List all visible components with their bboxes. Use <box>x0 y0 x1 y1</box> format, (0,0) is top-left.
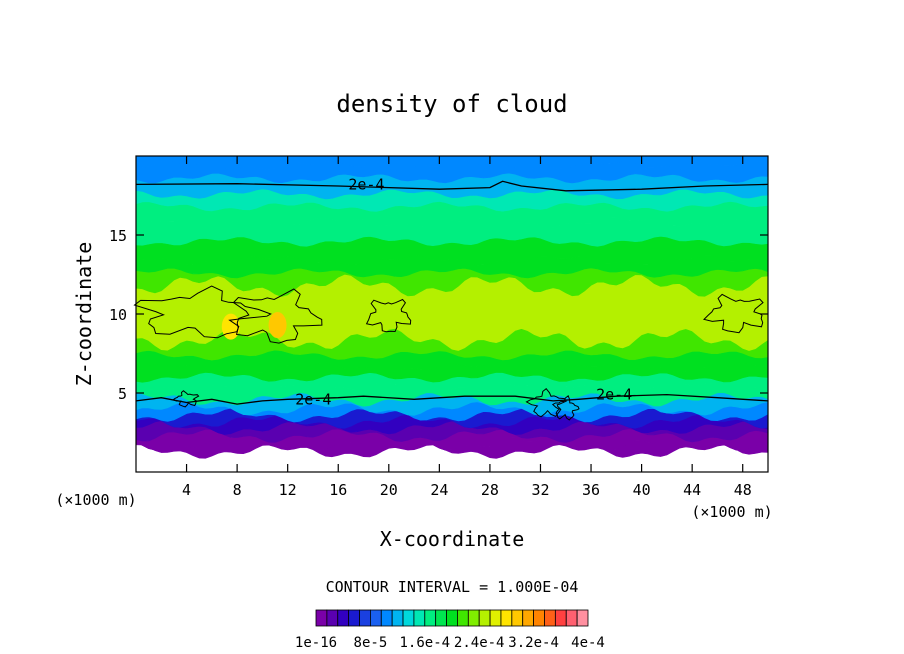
colorbar-swatch <box>511 609 524 627</box>
colorbar-swatch <box>424 609 437 627</box>
contour-label: 2e-4 <box>295 390 331 408</box>
density-maximum <box>268 312 287 339</box>
x-tick-label: 16 <box>329 481 347 499</box>
x-unit-left: (×1000 m) <box>55 491 136 509</box>
colorbar <box>315 609 589 627</box>
colorbar-tick-label: 3.2e-4 <box>508 635 559 651</box>
colorbar-swatch <box>380 609 393 627</box>
colorbar-swatch <box>315 609 328 627</box>
colorbar-swatch <box>435 609 447 627</box>
colorbar-swatch <box>478 609 491 627</box>
contour-line <box>135 393 769 405</box>
colorbar-swatch <box>544 609 556 627</box>
contour-line <box>135 180 769 192</box>
colorbar-swatch <box>565 609 578 627</box>
x-tick-label: 48 <box>734 481 752 499</box>
colorbar-tick-label: 4e-4 <box>571 635 605 651</box>
contour-interval-text: CONTOUR INTERVAL = 1.000E-04 <box>326 578 579 596</box>
cloud-cell-contour <box>551 394 580 421</box>
density-maximum <box>221 313 240 340</box>
chart-title: density of cloud <box>336 90 567 118</box>
colorbar-swatch <box>402 609 415 627</box>
colorbar-swatch <box>446 609 458 627</box>
colorbar-swatch <box>554 609 567 627</box>
colorbar-swatch <box>467 609 480 627</box>
colorbar-tick-label: 2.4e-4 <box>454 635 505 651</box>
x-tick-label: 20 <box>380 481 398 499</box>
x-tick-label: 28 <box>481 481 499 499</box>
colorbar-swatch <box>457 609 469 627</box>
colorbar-swatch <box>489 609 502 627</box>
colorbar-labels: 1e-16 8e-5 1.6e-4 2.4e-4 3.2e-4 4e-4 <box>295 635 605 651</box>
x-tick-label: 24 <box>430 481 448 499</box>
contour-lines: 2e-4 2e-4 2e-4 <box>135 175 769 408</box>
contour-label: 2e-4 <box>596 386 632 404</box>
y-tick-label: 10 <box>109 306 127 324</box>
colorbar-swatch <box>413 609 426 627</box>
colorbar-tick-label: 1e-16 <box>295 635 337 651</box>
x-tick-label: 4 <box>182 481 191 499</box>
cloud-cell-contour <box>365 298 412 333</box>
x-axis-label: X-coordinate <box>380 527 525 551</box>
cloud-cell-contour <box>133 285 272 339</box>
y-tick-label: 15 <box>109 227 127 245</box>
colorbar-swatch <box>369 609 382 627</box>
x-tick-label: 8 <box>233 481 242 499</box>
colorbar-swatch <box>533 609 545 627</box>
x-tick-label: 40 <box>633 481 651 499</box>
colorbar-swatch <box>359 609 371 627</box>
colorbar-swatch <box>326 609 339 627</box>
colorbar-tick-label: 1.6e-4 <box>400 635 451 651</box>
colorbar-swatch <box>337 609 350 627</box>
y-tick-label: 5 <box>118 385 127 403</box>
cloud-contour-cells <box>133 285 764 421</box>
density-maxima <box>221 312 287 340</box>
x-tick-label: 32 <box>531 481 549 499</box>
colorbar-swatch <box>576 609 589 627</box>
contour-label: 2e-4 <box>348 175 384 193</box>
x-tick-label: 12 <box>279 481 297 499</box>
colorbar-swatch <box>522 609 534 627</box>
colorbar-swatch <box>348 609 360 627</box>
colorbar-tick-label: 8e-5 <box>354 635 388 651</box>
colorbar-swatch <box>391 609 404 627</box>
y-axis-label: Z-coordinate <box>72 242 96 387</box>
x-unit-right: (×1000 m) <box>691 503 772 521</box>
x-tick-label: 36 <box>582 481 600 499</box>
colorbar-swatch <box>500 609 513 627</box>
cloud-cell-contour <box>703 293 764 334</box>
cloud-cell-contour <box>232 288 323 344</box>
x-tick-label: 44 <box>683 481 701 499</box>
